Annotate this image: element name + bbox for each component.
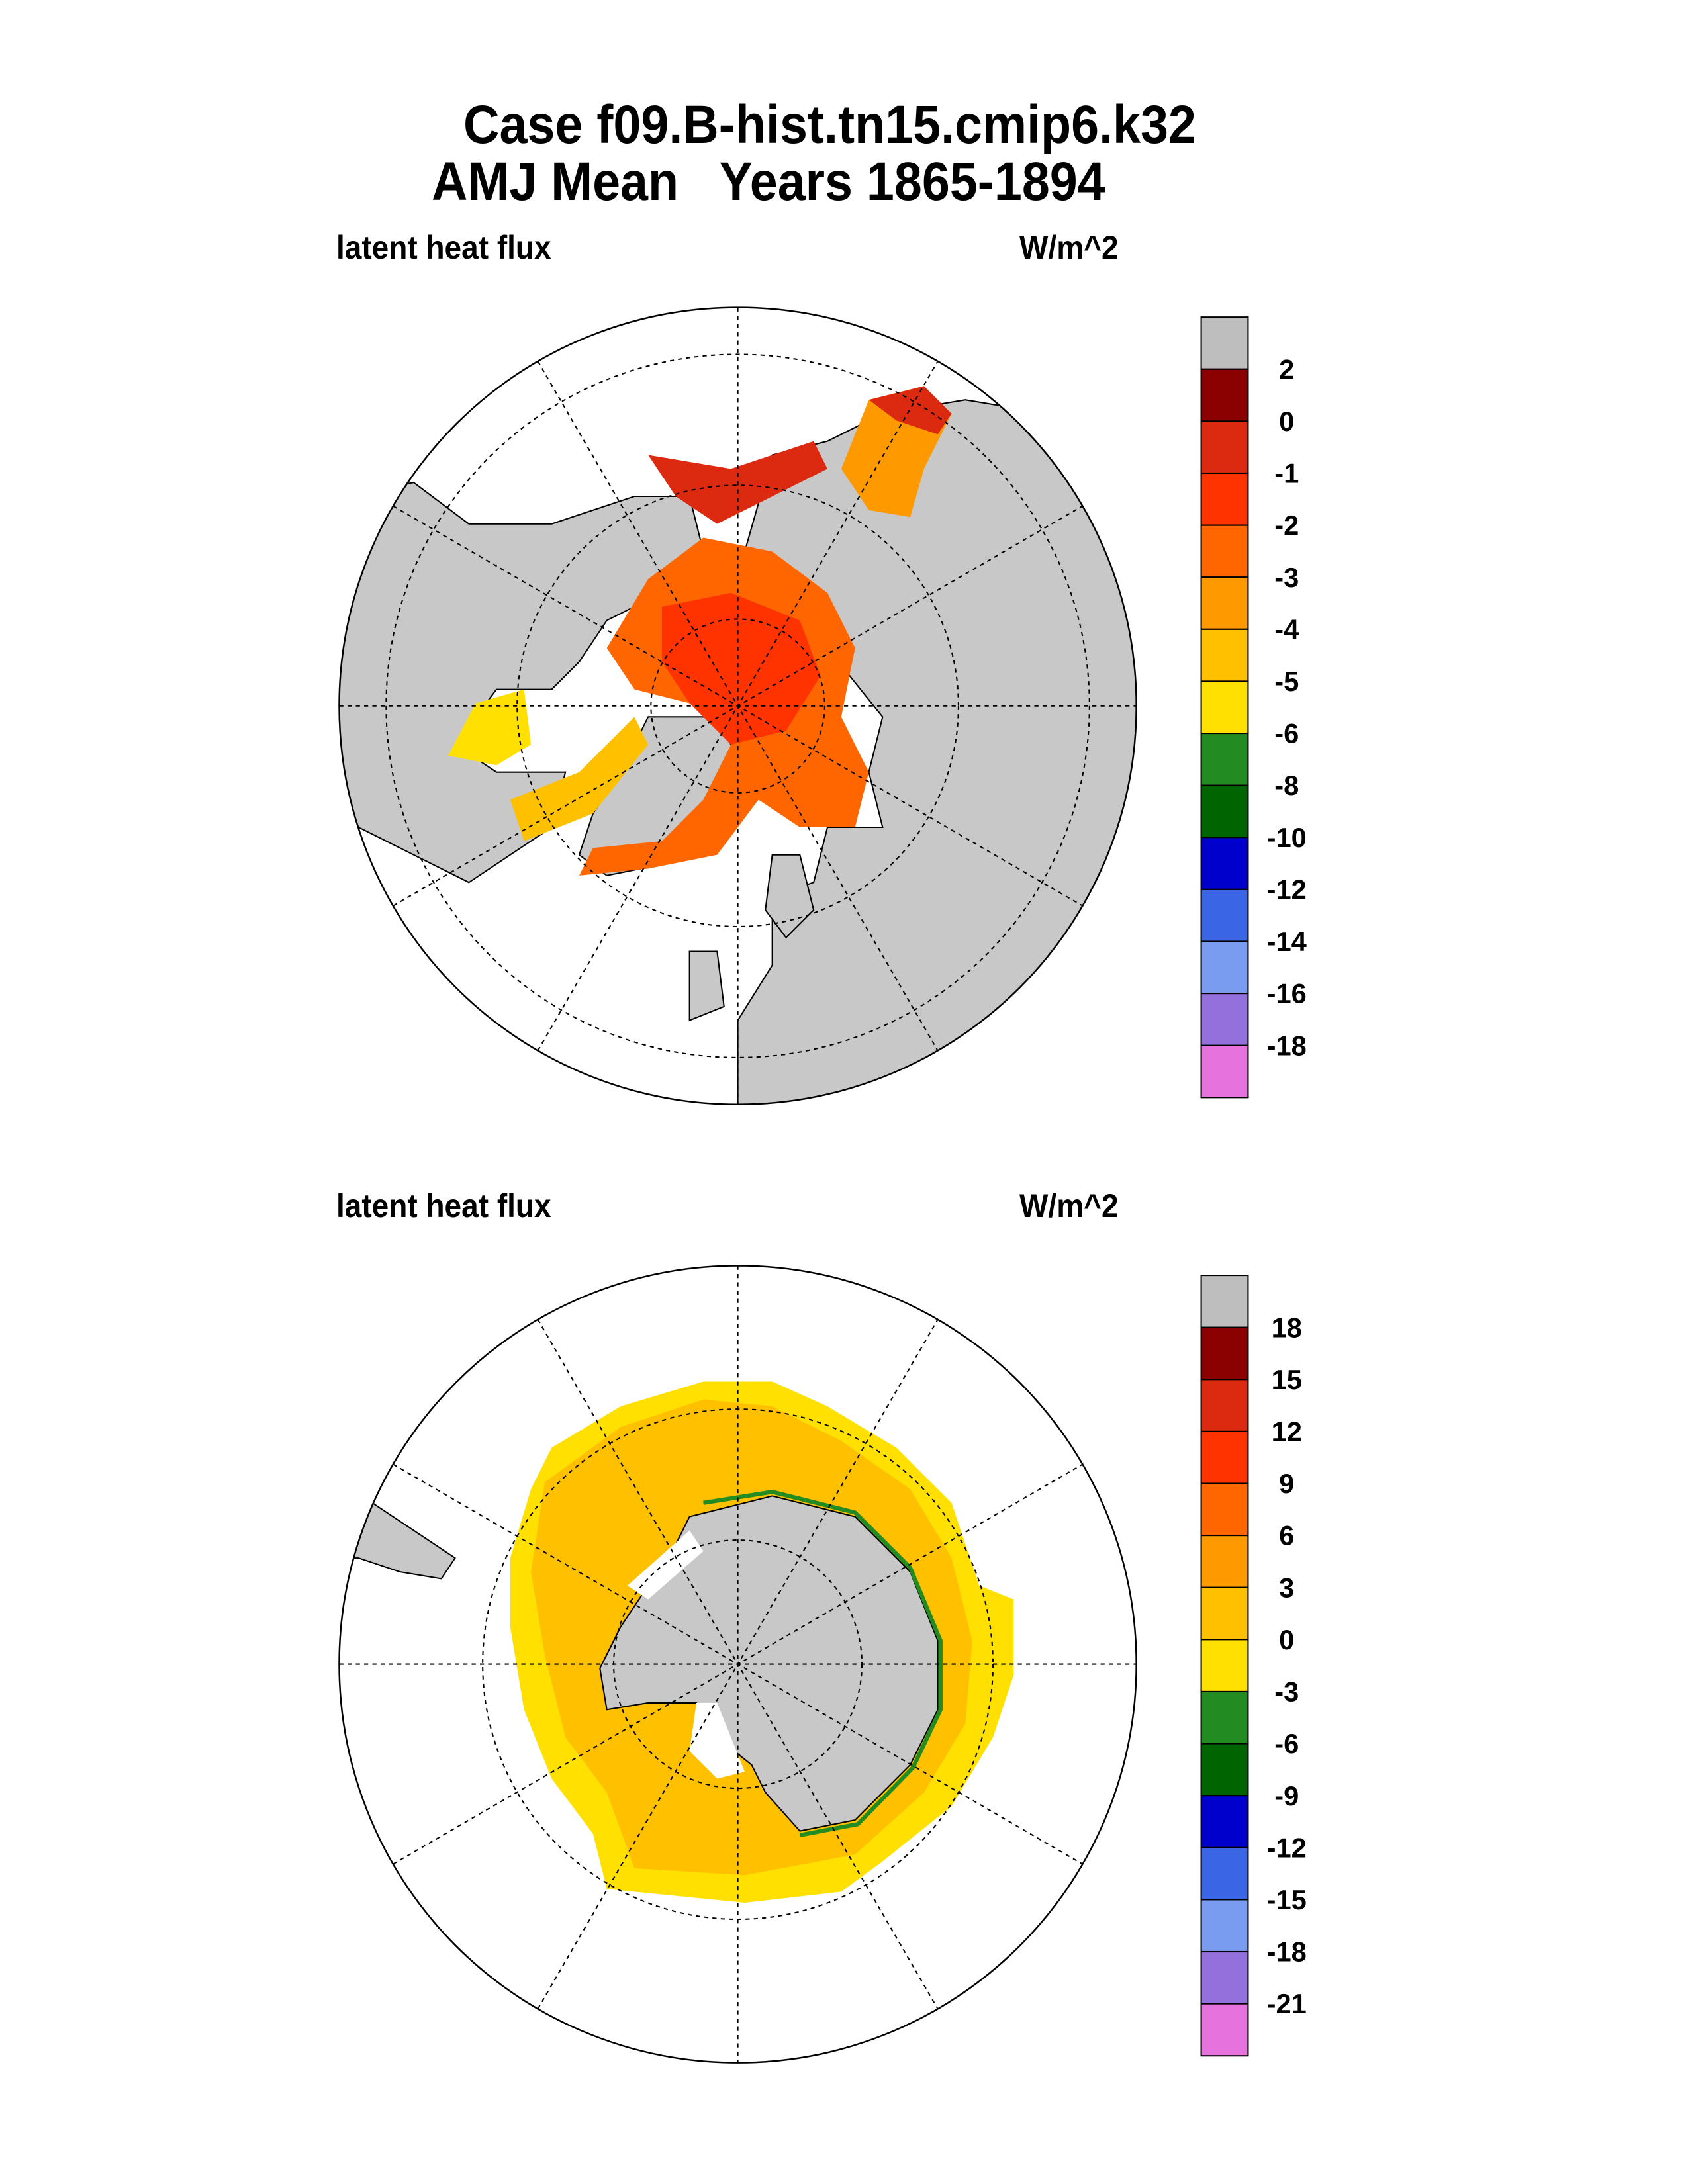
colorbar-box [1200,576,1249,630]
colorbar-tick-label: -1 [1274,458,1299,489]
colorbar-box [1200,524,1249,578]
colorbar-tick-label: -6 [1274,1728,1299,1759]
colorbar-box [1200,1275,1249,1328]
colorbar-box [1200,472,1249,526]
north-colorbar: 2 0 -1 -2 -3 -4 -5 -6 -8 -10 -12 -14 -16 -18 [1200,316,1307,1099]
title-line-2: AMJ Mean Years 1865-1894 [432,152,1105,212]
colorbar-tick-label: -3 [1274,1676,1299,1707]
colorbar-tick-label: -12 [1267,1832,1307,1863]
south-panel-title: latent heat flux [336,1187,551,1224]
north-ice-hudson-bay [448,689,532,766]
colorbar-box [1200,1899,1249,1953]
south-graticule [339,1265,1137,2063]
south-open-water-weddell-ross [627,1530,745,1779]
north-land-america [339,482,704,884]
north-panel-units: W/m^2 [1019,229,1119,266]
colorbar-tick-label: -16 [1267,978,1307,1009]
north-map-border [338,306,1137,1105]
north-land-europe-islands [688,854,815,1022]
colorbar-tick-label: 0 [1279,1624,1294,1655]
colorbar-box [1200,2003,1249,2057]
colorbar-box [1200,1586,1249,1641]
colorbar-tick-label: -15 [1267,1884,1307,1915]
colorbar-tick-label: -21 [1267,1988,1307,2019]
colorbar-tick-label: -5 [1274,666,1299,697]
colorbar-box [1200,1482,1249,1537]
colorbar-tick-label: 3 [1279,1572,1294,1603]
colorbar-box [1200,1430,1249,1484]
north-polar-map [339,307,1137,1105]
north-ice-labrador [510,717,649,841]
colorbar-tick-label: -3 [1274,562,1299,593]
colorbar-tick-label: 15 [1272,1364,1302,1395]
colorbar-tick-label: -10 [1267,822,1307,853]
colorbar-box [1200,733,1249,786]
colorbar-tick-label: -2 [1274,510,1299,541]
colorbar-box [1200,940,1249,995]
colorbar-box [1200,1743,1249,1797]
colorbar-tick-label: -12 [1267,874,1307,905]
colorbar-box [1200,1690,1249,1745]
colorbar-box [1200,1639,1249,1693]
colorbar-tick-label: -6 [1274,718,1299,749]
colorbar-tick-label: 6 [1279,1520,1294,1551]
colorbar-box [1200,1535,1249,1588]
colorbar-box [1200,628,1249,682]
colorbar-box [1200,316,1249,370]
north-graticule [339,307,1137,1105]
south-colorbar: 18 15 12 9 6 3 0 -3 -6 -9 -12 -15 -18 -21 [1200,1275,1307,2057]
colorbar-box [1200,1950,1249,2005]
colorbar-box [1200,680,1249,735]
colorbar-box [1200,1326,1249,1381]
colorbar-box [1200,368,1249,422]
colorbar-tick-label: 18 [1272,1312,1302,1343]
colorbar-tick-label: -14 [1267,926,1307,957]
colorbar-box [1200,993,1249,1046]
south-coastal-green [703,1489,943,1837]
colorbar-tick-label: -18 [1267,1936,1307,1968]
colorbar-tick-label: -18 [1267,1030,1307,1061]
colorbar-tick-label: 12 [1272,1416,1302,1447]
north-panel-title: latent heat flux [336,229,551,266]
colorbar-tick-label: 9 [1279,1468,1294,1499]
colorbar-box [1200,1795,1249,1848]
south-panel-units: W/m^2 [1019,1187,1119,1224]
colorbar-tick-label: -4 [1274,614,1299,645]
colorbar-tick-label: 0 [1279,406,1294,437]
south-polar-map [339,1265,1137,2063]
colorbar-tick-label: -9 [1274,1780,1299,1811]
colorbar-box [1200,888,1249,942]
colorbar-box [1200,1846,1249,1901]
north-ice-okhotsk-edge [868,386,952,435]
title-line-1: Case f09.B-hist.tn15.cmip6.k32 [463,95,1196,155]
colorbar-tick-label: 2 [1279,353,1294,385]
colorbar-box [1200,784,1249,839]
colorbar-box [1200,420,1249,475]
colorbar-tick-label: -8 [1274,770,1299,801]
colorbar-box [1200,1044,1249,1099]
colorbar-box [1200,1379,1249,1432]
colorbar-box [1200,837,1249,890]
south-map-border [338,1265,1137,2064]
